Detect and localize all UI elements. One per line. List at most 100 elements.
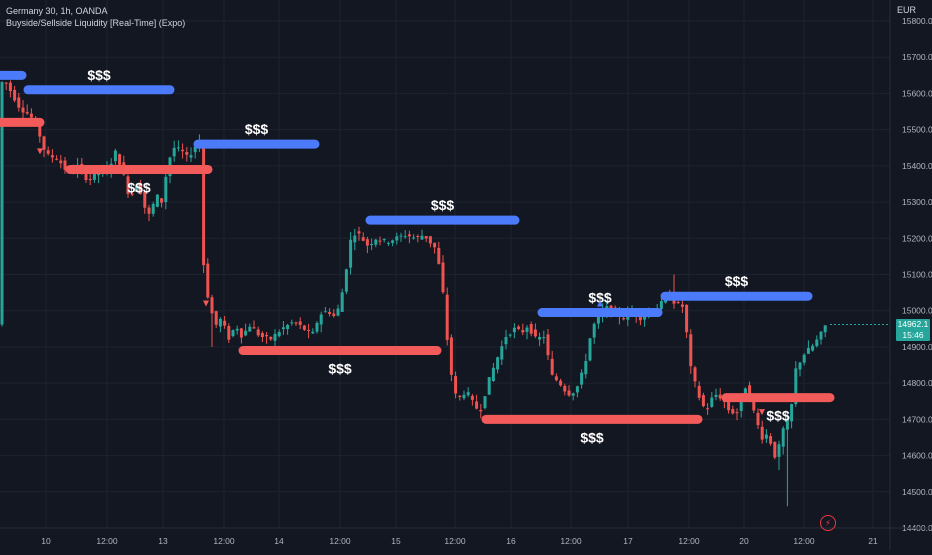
- candle-body: [21, 107, 25, 113]
- candle-body: [147, 207, 151, 214]
- candle-body: [55, 158, 59, 160]
- y-tick-label: 14600.0: [902, 451, 932, 461]
- candle-body: [739, 393, 743, 411]
- liquidity-label: $$$: [725, 273, 749, 289]
- candle-body: [185, 151, 189, 155]
- candle-body: [29, 113, 33, 118]
- sellside-level-dot: [821, 393, 831, 402]
- candle-body: [685, 304, 689, 333]
- candle-body: [25, 112, 29, 114]
- candle-body: [819, 331, 823, 340]
- candle-body: [424, 236, 428, 239]
- candle-body: [349, 239, 353, 268]
- candle-body: [710, 397, 714, 407]
- candle-body: [244, 330, 248, 336]
- candle-body: [588, 338, 592, 361]
- candle-body: [155, 194, 159, 207]
- candle-body: [521, 330, 525, 333]
- candle-body: [773, 441, 777, 458]
- candle-body: [315, 323, 319, 332]
- signal-triangle: [203, 300, 209, 307]
- candle-body: [727, 400, 731, 411]
- liquidity-label: $$$: [766, 408, 790, 424]
- candle-body: [491, 367, 495, 381]
- candle-body: [731, 409, 735, 414]
- candle-body: [50, 155, 54, 158]
- candle-body: [139, 183, 143, 194]
- candle-body: [504, 336, 508, 345]
- candle-body: [500, 346, 504, 360]
- candle-body: [361, 237, 365, 241]
- candle-body: [88, 179, 92, 181]
- candle-body: [92, 173, 96, 180]
- candle-body: [344, 269, 348, 292]
- y-tick-label: 15300.0: [902, 197, 932, 207]
- candle-body: [575, 386, 579, 393]
- candle-body: [529, 324, 533, 334]
- y-tick-label: 15700.0: [902, 52, 932, 62]
- candle-body: [706, 408, 710, 410]
- candle-body: [294, 322, 298, 324]
- candle-body: [571, 393, 575, 396]
- candle-body: [550, 358, 554, 375]
- y-tick-label: 14500.0: [902, 487, 932, 497]
- candle-body: [382, 239, 386, 241]
- y-tick-label: 15600.0: [902, 88, 932, 98]
- candle-body: [777, 444, 781, 457]
- x-tick-label: 17: [623, 536, 633, 546]
- candle-body: [223, 320, 227, 326]
- candle-body: [252, 327, 256, 329]
- candle-body: [479, 409, 483, 412]
- candle-body: [151, 203, 155, 214]
- candle-body: [286, 324, 290, 330]
- x-tick-label: 10: [41, 536, 51, 546]
- buyside-level-dot: [510, 215, 520, 225]
- x-tick-label: 12:00: [213, 536, 235, 546]
- candle-body: [512, 327, 516, 333]
- candle-body: [584, 360, 588, 375]
- buyside-level-dot: [15, 71, 25, 80]
- candle-body: [769, 436, 773, 444]
- candle-body: [340, 292, 344, 312]
- candle-body: [764, 434, 768, 439]
- x-tick-label: 12:00: [678, 536, 700, 546]
- candle-body: [210, 297, 214, 314]
- y-tick-label: 15400.0: [902, 161, 932, 171]
- candle-body: [281, 327, 285, 330]
- candle-body: [319, 314, 323, 325]
- candle-body: [454, 376, 458, 394]
- liquidity-label: $$$: [87, 67, 111, 83]
- candle-body: [130, 193, 134, 195]
- y-tick-label: 14800.0: [902, 378, 932, 388]
- candle-body: [235, 328, 239, 331]
- lightning-icon[interactable]: ⚡: [820, 515, 836, 531]
- candle-body: [416, 236, 420, 238]
- candle-body: [193, 146, 197, 153]
- candle-body: [302, 325, 306, 330]
- candle-body: [42, 136, 46, 150]
- y-tick-label: 14900.0: [902, 342, 932, 352]
- y-tick-label: 15200.0: [902, 233, 932, 243]
- candle-body: [0, 82, 4, 325]
- candle-body: [445, 294, 449, 340]
- candle-body: [760, 426, 764, 440]
- candle-body: [790, 404, 794, 422]
- candle-body: [370, 243, 374, 245]
- candle-body: [290, 322, 294, 324]
- candle-body: [323, 311, 327, 313]
- signal-triangle: [597, 300, 603, 307]
- candle-body: [391, 240, 395, 243]
- candle-body: [164, 176, 168, 203]
- candle-body: [332, 313, 336, 316]
- candle-body: [143, 191, 147, 208]
- candle-body: [8, 82, 12, 92]
- x-tick-label: 12:00: [793, 536, 815, 546]
- candle-body: [118, 154, 122, 165]
- candle-body: [256, 329, 260, 336]
- candle-body: [743, 388, 747, 394]
- candle-body: [265, 335, 269, 337]
- candle-body: [38, 125, 42, 137]
- y-tick-label: 15800.0: [902, 16, 932, 26]
